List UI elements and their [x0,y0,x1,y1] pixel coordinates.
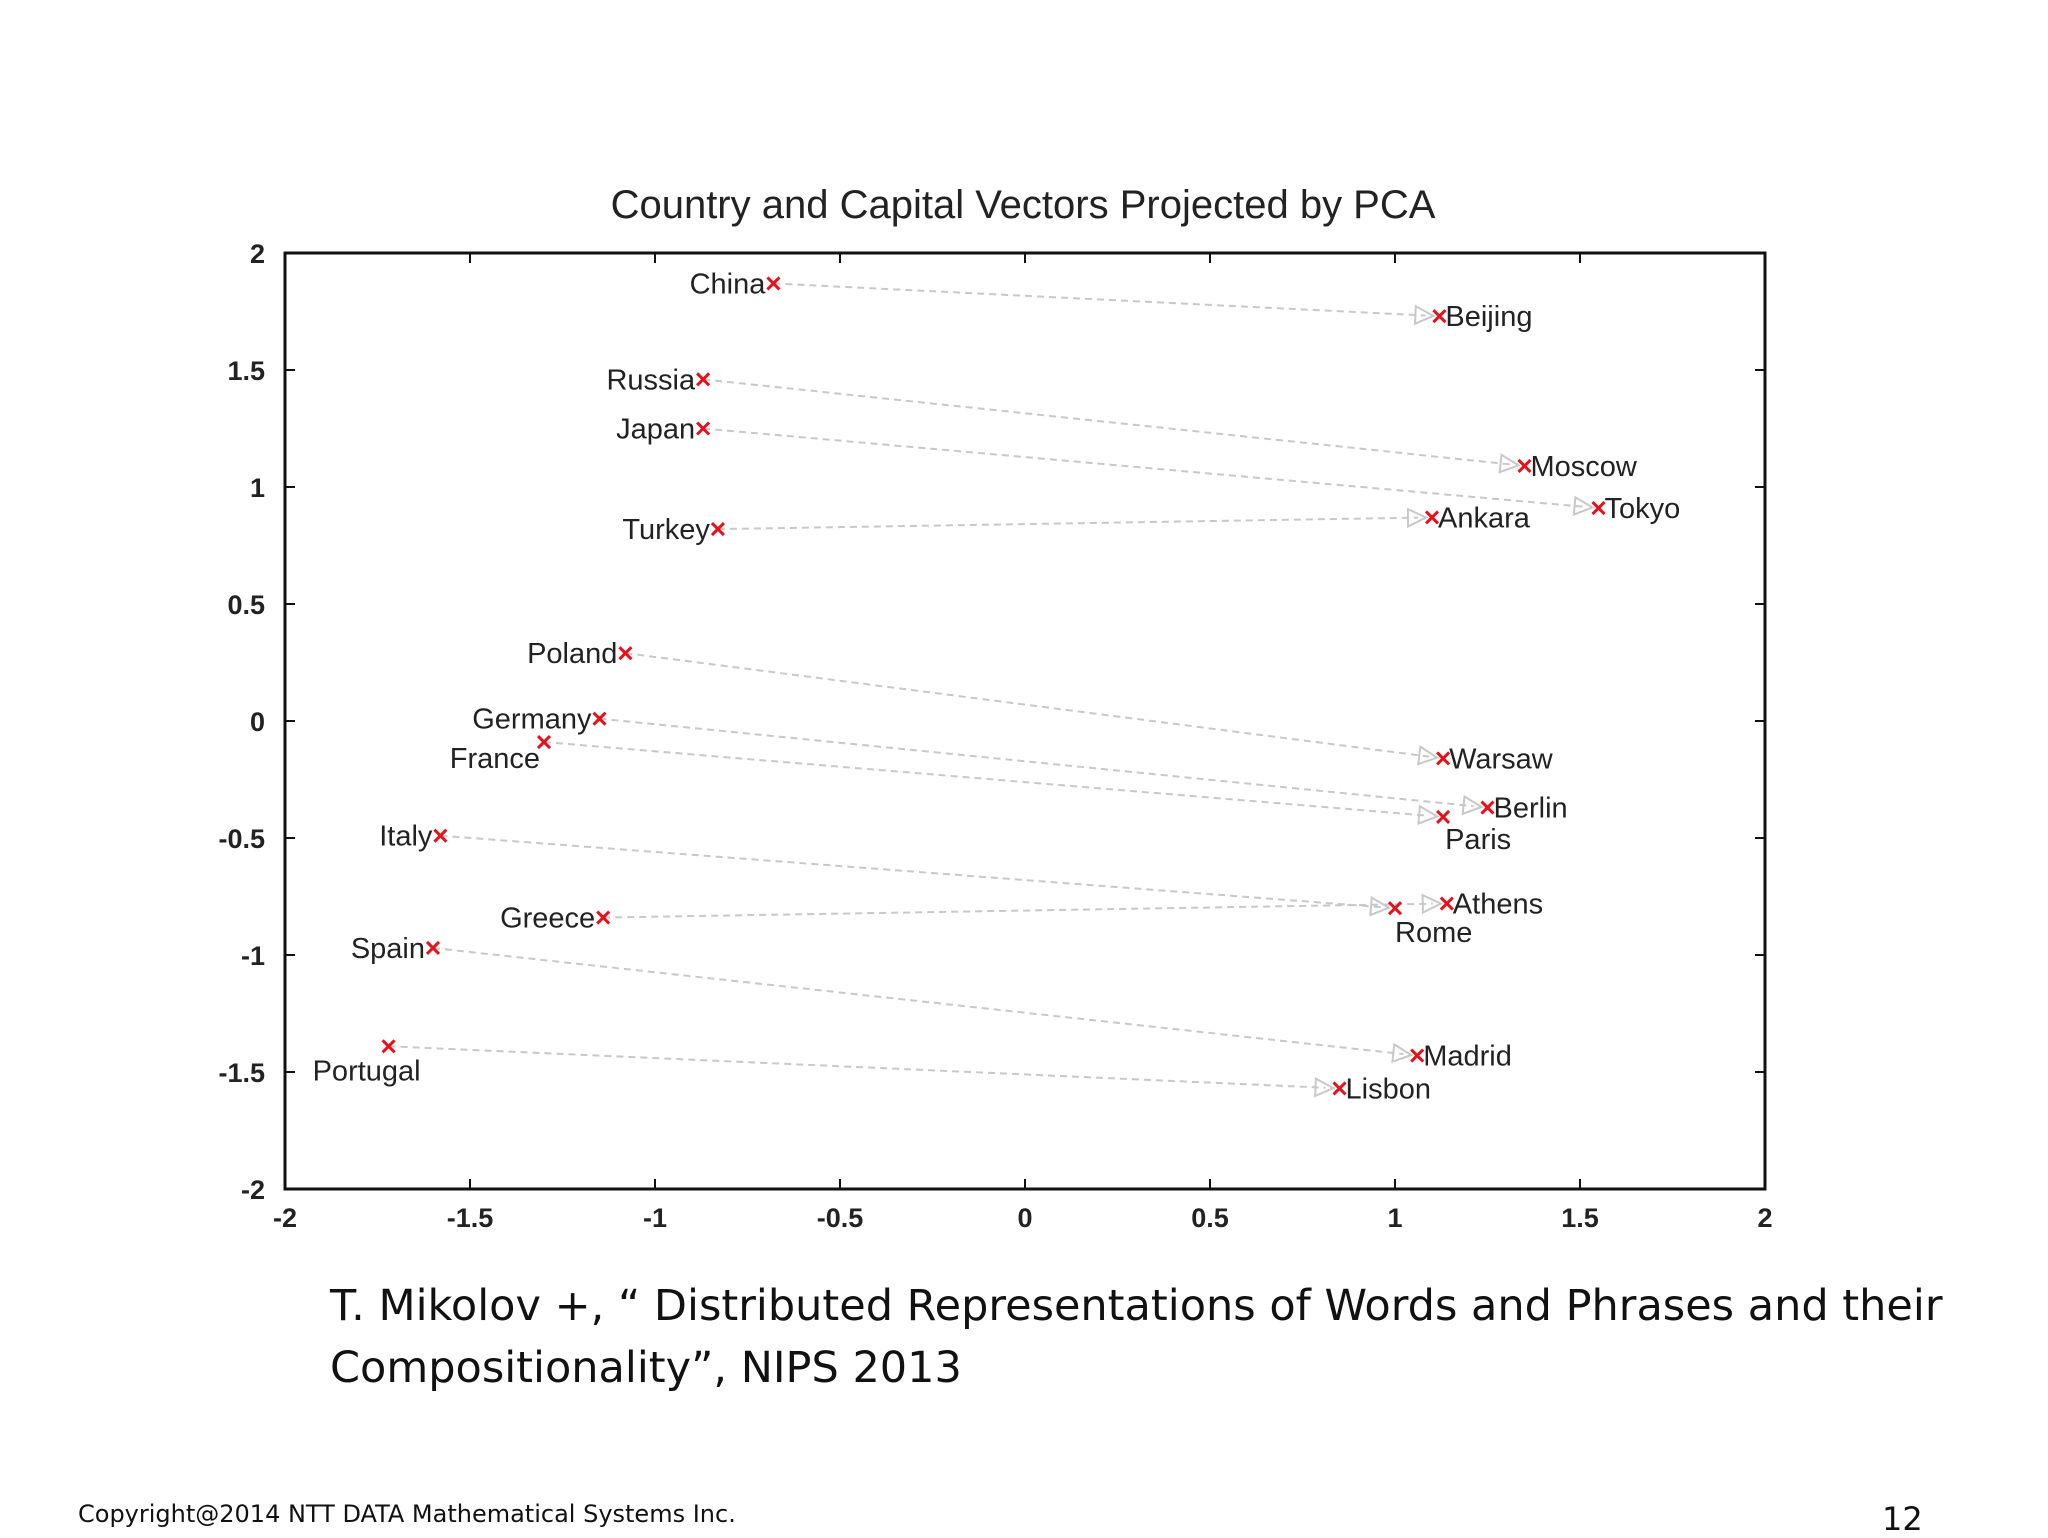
copyright-notice: Copyright@2014 NTT DATA Mathematical Sys… [78,1500,736,1528]
capital-label-berlin: Berlin [1494,793,1568,825]
page-number: 12 [1882,1500,1923,1538]
x-tick-label: 1 [1387,1203,1402,1233]
vector-arrow-italy [440,834,1382,909]
country-marker-france [536,734,552,750]
citation-line-1: T. Mikolov +, “ Distributed Representati… [330,1281,1943,1331]
vector-arrow-france [543,741,1430,817]
capital-marker-lisbon [1332,1081,1347,1096]
country-label-italy: Italy [379,821,433,853]
y-tick-label: 0 [250,707,265,737]
capital-marker-madrid [1410,1048,1425,1063]
capital-label-rome: Rome [1395,917,1472,949]
country-label-spain: Spain [351,933,425,965]
y-tick-label: -2 [241,1175,265,1205]
arrow-head-1.13 [1417,744,1440,766]
vector-arrow-turkey [717,516,1419,531]
vector-arrow-japan [703,427,1585,508]
x-tick-label: 2 [1757,1203,1772,1233]
country-marker-germany [592,711,607,726]
y-tick-label: -1.5 [218,1058,265,1088]
y-tick-label: 1 [250,473,265,503]
vector-arrow-china [773,282,1426,317]
capital-label-moscow: Moscow [1531,451,1638,483]
chart-title: Country and Capital Vectors Projected by… [611,183,1436,227]
arrow-head-1.12 [1413,304,1436,326]
country-marker-portugal [381,1039,396,1054]
capital-label-athens: Athens [1453,889,1543,921]
vector-arrow-spain [432,946,1404,1056]
country-label-poland: Poland [527,638,617,670]
capital-label-tokyo: Tokyo [1605,493,1681,525]
country-marker-greece [596,910,611,925]
capital-marker-berlin [1480,800,1495,815]
capital-marker-paris [1436,809,1451,825]
capital-label-lisbon: Lisbon [1346,1073,1431,1105]
country-marker-russia [696,372,711,387]
capital-marker-moscow [1517,458,1532,474]
arrow-head-1.13 [1417,804,1440,826]
vector-arrow-poland [625,652,1430,758]
capital-marker-rome [1387,901,1403,916]
x-tick-label: -1.5 [447,1203,494,1233]
capital-marker-warsaw [1436,751,1451,766]
x-tick-label: -2 [273,1203,297,1233]
arrow-head-0.85 [1314,1076,1336,1098]
arrow-head-1 [1369,896,1392,917]
y-tick-label: -1 [241,941,265,971]
capital-label-paris: Paris [1445,824,1511,856]
country-label-greece: Greece [500,903,595,935]
country-marker-japan [696,421,711,436]
arrow-head-1.25 [1461,794,1484,816]
x-tick-label: 0.5 [1191,1203,1229,1233]
vector-arrow-portugal [388,1045,1326,1089]
y-tick-label: 1.5 [227,356,265,386]
country-label-germany: Germany [472,704,592,736]
arrow-head-1.06 [1391,1042,1414,1064]
country-label-china: China [690,268,767,300]
vector-arrow-greece [603,902,1433,919]
country-marker-italy [433,828,448,843]
citation-line-2: Compositionality”, NIPS 2013 [330,1343,962,1393]
x-tick-label: -1 [643,1203,667,1233]
capital-label-beijing: Beijing [1445,301,1532,333]
capital-marker-beijing [1432,309,1447,324]
country-marker-spain [425,940,441,956]
country-label-turkey: Turkey [622,514,710,546]
x-tick-label: 1.5 [1561,1203,1599,1233]
pca-scatter-chart: Country and Capital Vectors Projected by… [218,183,1772,1233]
vector-arrow-russia [702,378,1511,466]
capital-marker-tokyo [1591,500,1606,516]
arrow-head-1.55 [1572,495,1595,517]
arrow-head-1.14 [1421,893,1444,915]
x-tick-label: -0.5 [817,1203,864,1233]
capital-label-ankara: Ankara [1438,502,1531,534]
capital-marker-ankara [1424,510,1440,525]
country-label-france: France [450,743,540,775]
arrow-head-1.35 [1498,453,1521,474]
country-label-russia: Russia [606,364,696,396]
country-label-japan: Japan [616,414,695,446]
arrow-head-1.1 [1406,507,1429,529]
y-tick-label: -0.5 [218,824,265,854]
y-tick-label: 0.5 [227,590,265,620]
x-tick-label: 0 [1017,1203,1032,1233]
vector-arrow-germany [599,717,1474,808]
country-marker-turkey [710,522,725,537]
y-tick-label: 2 [250,239,265,269]
capital-marker-athens [1439,896,1454,911]
country-label-portugal: Portugal [313,1055,421,1087]
capital-label-warsaw: Warsaw [1449,743,1554,775]
citation: T. Mikolov +, “ Distributed Representati… [330,1275,1980,1399]
capital-label-madrid: Madrid [1423,1041,1512,1073]
country-marker-poland [618,646,633,661]
country-marker-china [766,276,781,291]
